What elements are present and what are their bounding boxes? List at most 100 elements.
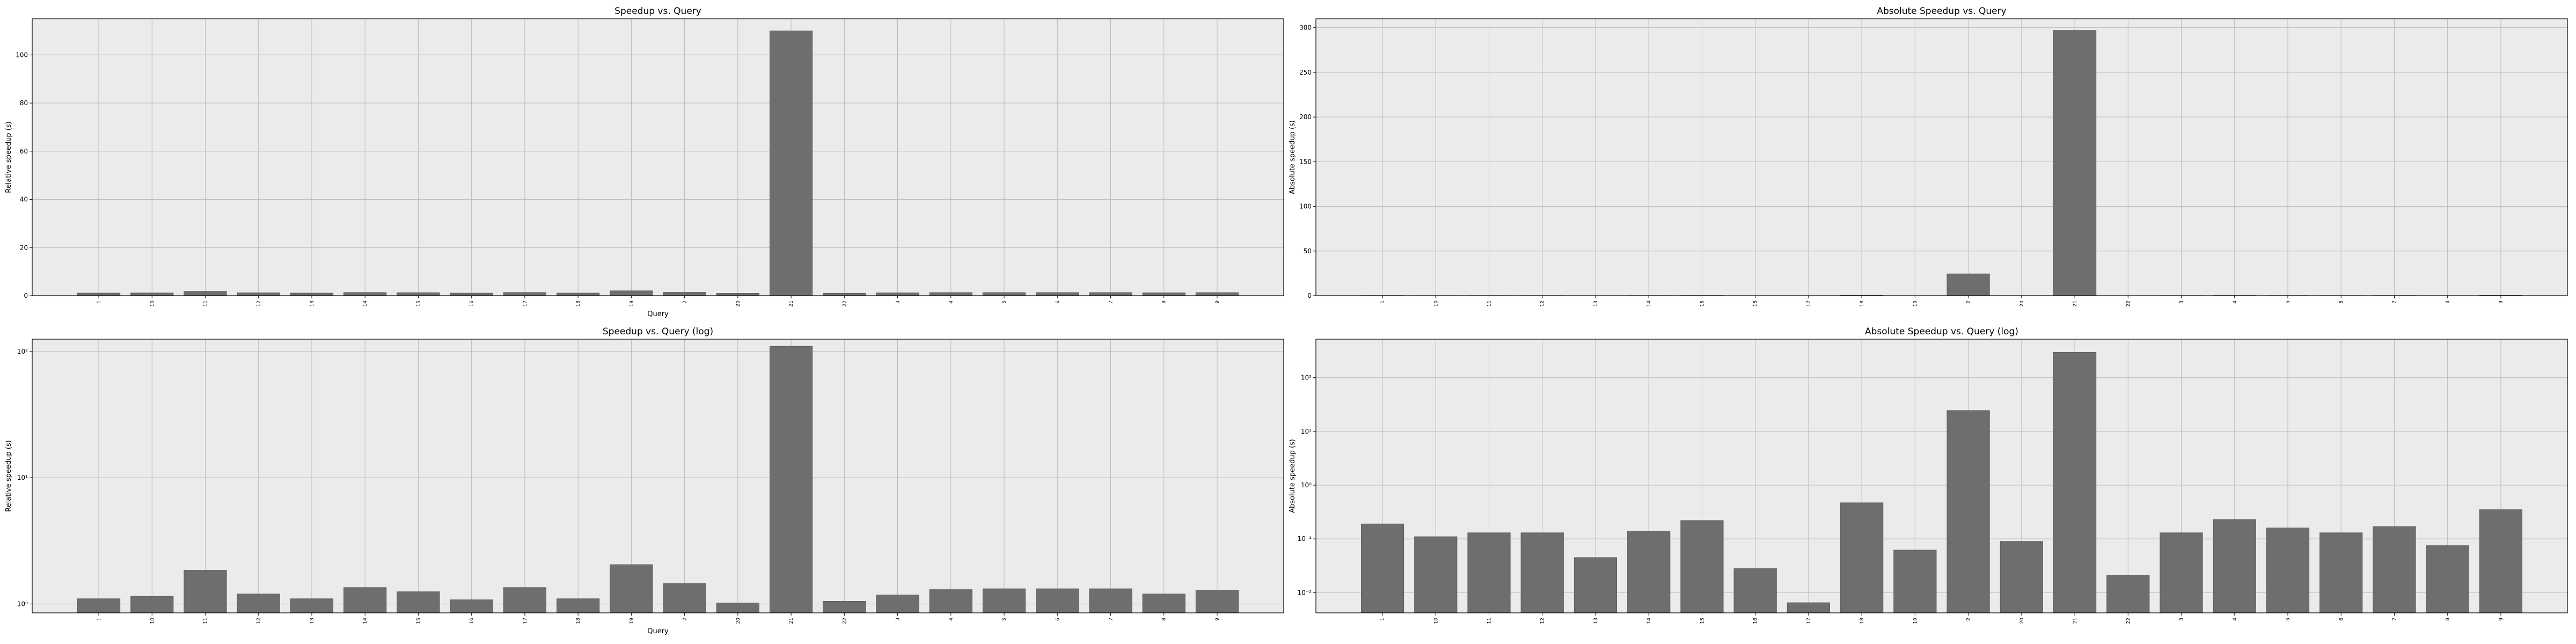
bar [343, 587, 387, 613]
y-tick-label: 50 [1304, 247, 1312, 255]
x-tick-label: 6 [1055, 618, 1060, 621]
x-tick-label: 9 [1215, 301, 1220, 304]
x-tick-label: 11 [1487, 618, 1492, 624]
y-tick-label: 40 [20, 196, 28, 203]
bar [450, 599, 493, 613]
bar [1360, 523, 1404, 613]
y-tick-label: 0 [1307, 292, 1312, 299]
bar [823, 601, 866, 613]
bar [876, 595, 919, 613]
bar [77, 292, 121, 296]
x-tick-label: 12 [257, 301, 262, 306]
x-tick-label: 14 [363, 301, 368, 307]
x-tick-label: 17 [523, 301, 528, 306]
x-tick-label: 8 [2446, 301, 2451, 304]
bar [397, 292, 440, 296]
y-tick-label: 300 [1299, 24, 1312, 32]
chart-title: Speedup vs. Query [614, 6, 701, 17]
x-tick-label: 20 [2019, 618, 2025, 624]
bar [184, 570, 227, 613]
y-tick-label: 10⁰ [1301, 481, 1312, 489]
bar [2266, 528, 2310, 613]
plot-area [32, 19, 1284, 296]
bar [663, 583, 706, 613]
x-tick-label: 11 [1487, 301, 1492, 306]
x-tick-label: 7 [1108, 618, 1114, 621]
y-axis-label: Relative speedup (s) [5, 440, 13, 511]
bar [2373, 526, 2416, 613]
y-tick-label: 10² [1301, 374, 1312, 382]
bar [1142, 594, 1185, 613]
x-tick-label: 4 [2233, 301, 2238, 304]
bar [503, 587, 547, 613]
x-tick-label: 22 [2126, 618, 2131, 624]
x-tick-label: 19 [1913, 301, 1918, 307]
x-tick-label: 16 [1753, 301, 1759, 307]
x-tick-label: 12 [1540, 618, 1546, 624]
chart-title: Speedup vs. Query (log) [603, 326, 713, 337]
bar [237, 292, 280, 296]
x-tick-label: 1 [97, 301, 102, 304]
bar [1089, 588, 1132, 613]
x-tick-label: 1 [97, 618, 102, 621]
chart-panel: 0 20 40 60 80 100 1 10 11 12 13 14 15 16 17 18 19 2 20 21 22… [5, 6, 1284, 318]
x-tick-label: 6 [2339, 618, 2344, 621]
axes-frame [32, 339, 1284, 613]
bar [1195, 590, 1239, 613]
x-tick-label: 22 [842, 618, 847, 624]
y-tick-label: 10² [17, 348, 28, 355]
y-tick-label: 150 [1299, 158, 1312, 165]
x-tick-label: 11 [203, 301, 209, 306]
y-axis-label: Absolute speedup (s) [1289, 120, 1297, 194]
x-tick-label: 1 [1380, 618, 1386, 621]
bar [716, 602, 759, 613]
x-tick-label: 20 [736, 301, 741, 307]
x-tick-label: 17 [523, 618, 528, 624]
bar [77, 598, 121, 613]
x-tick-label: 10 [150, 618, 155, 624]
bar [876, 292, 919, 296]
x-tick-label: 7 [1108, 301, 1114, 304]
y-tick-label: 10¹ [17, 474, 28, 481]
bar [130, 596, 174, 613]
bar [1627, 531, 1671, 613]
x-tick-label: 15 [1700, 301, 1705, 306]
y-tick-label: 80 [20, 99, 28, 107]
x-tick-label: 2 [683, 301, 688, 304]
x-tick-label: 9 [1215, 618, 1220, 621]
bar [184, 291, 227, 296]
bar [2426, 545, 2469, 613]
bar [2053, 352, 2097, 613]
bar [1574, 557, 1618, 613]
x-tick-label: 16 [470, 301, 475, 307]
x-tick-label: 7 [2392, 301, 2397, 304]
bar [1787, 602, 1831, 613]
bar [823, 292, 866, 296]
x-tick-label: 5 [2286, 618, 2291, 621]
bar [503, 292, 547, 296]
x-tick-label: 21 [2073, 301, 2078, 306]
bar [929, 589, 972, 613]
x-tick-label: 16 [1753, 618, 1759, 624]
y-tick-label: 10¹ [1301, 428, 1312, 435]
bar [290, 598, 334, 613]
x-tick-label: 8 [1162, 618, 1167, 621]
x-tick-label: 4 [949, 618, 954, 621]
bar [1414, 536, 1458, 613]
bar [982, 588, 1026, 613]
x-tick-label: 4 [949, 301, 954, 304]
bar [1036, 292, 1079, 296]
x-tick-label: 17 [1806, 618, 1812, 624]
bar [2106, 575, 2150, 613]
x-tick-label: 10 [150, 301, 155, 307]
x-tick-label: 5 [2286, 301, 2291, 304]
bar [237, 594, 280, 613]
x-tick-label: 19 [629, 301, 634, 307]
x-tick-label: 18 [576, 618, 581, 624]
axes-frame [1315, 339, 2568, 613]
bar [397, 591, 440, 613]
x-tick-label: 20 [2019, 301, 2025, 307]
y-tick-label: 250 [1299, 69, 1312, 76]
x-tick-label: 14 [1646, 301, 1652, 307]
